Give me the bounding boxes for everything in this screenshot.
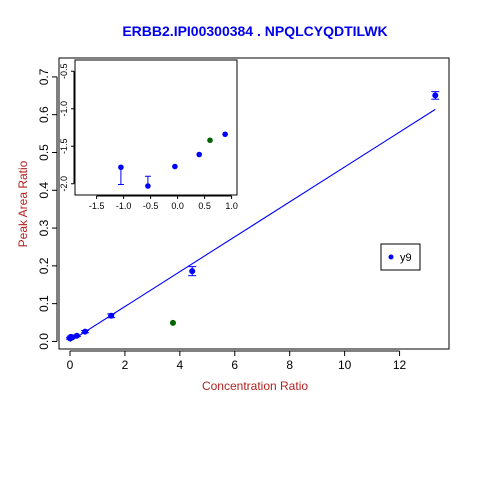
main-x-tick-label: 0 [67, 358, 74, 372]
main-x-tick-label: 2 [122, 358, 129, 372]
inset-data-point [145, 183, 151, 189]
main-data-point [108, 312, 115, 319]
main-data-point [189, 268, 196, 275]
main-highlight-point [169, 319, 176, 326]
inset-y-tick-label: -1.0 [59, 101, 69, 117]
legend-marker [388, 254, 394, 260]
main-x-tick-label: 10 [338, 358, 352, 372]
inset-x-tick-label: -1.5 [89, 201, 105, 211]
legend-label: y9 [400, 252, 412, 264]
inset-y-tick-label: -0.5 [59, 63, 69, 79]
main-y-tick-label: 0.4 [37, 182, 51, 199]
main-x-tick-label: 6 [231, 358, 238, 372]
inset-x-tick-label: -0.5 [143, 201, 159, 211]
main-y-tick-label: 0.6 [37, 106, 51, 123]
main-x-tick-label: 12 [393, 358, 407, 372]
main-y-tick-label: 0.7 [37, 68, 51, 85]
main-data-point [82, 328, 89, 335]
inset-x-tick-label: 0.5 [198, 201, 211, 211]
main-y-tick-label: 0.5 [37, 144, 51, 161]
legend-box [380, 243, 421, 271]
main-y-tick-label: 0.2 [37, 257, 51, 274]
x-axis-label: Concentration Ratio [202, 379, 308, 393]
main-x-tick-label: 8 [286, 358, 293, 372]
inset-y-tick-label: -1.5 [59, 138, 69, 154]
inset-data-point [196, 151, 202, 158]
inset-y-tick-label: -2.0 [59, 176, 69, 192]
main-data-point [73, 332, 80, 339]
main-regression-line [69, 108, 436, 342]
chart-title: ERBB2.IPI00300384 . NPQLCYQDTILWK [122, 23, 387, 39]
y-axis-label: Peak Area Ratio [16, 160, 30, 247]
main-y-tick-label: 0.0 [37, 333, 51, 350]
main-x-tick-label: 4 [177, 358, 184, 372]
inset-x-tick-label: -1.0 [116, 201, 132, 211]
inset-x-tick-label: 0.0 [171, 201, 184, 211]
inset-x-tick-label: 1.0 [225, 201, 238, 211]
inset-data-point [222, 131, 228, 138]
inset-highlight-point [207, 137, 213, 144]
inset-data-point [172, 163, 178, 170]
main-data-point [432, 92, 439, 99]
main-y-tick-label: 0.1 [37, 295, 51, 312]
main-y-tick-label: 0.3 [37, 219, 51, 236]
inset-plot-frame [74, 59, 238, 196]
inset-data-point [118, 164, 124, 171]
